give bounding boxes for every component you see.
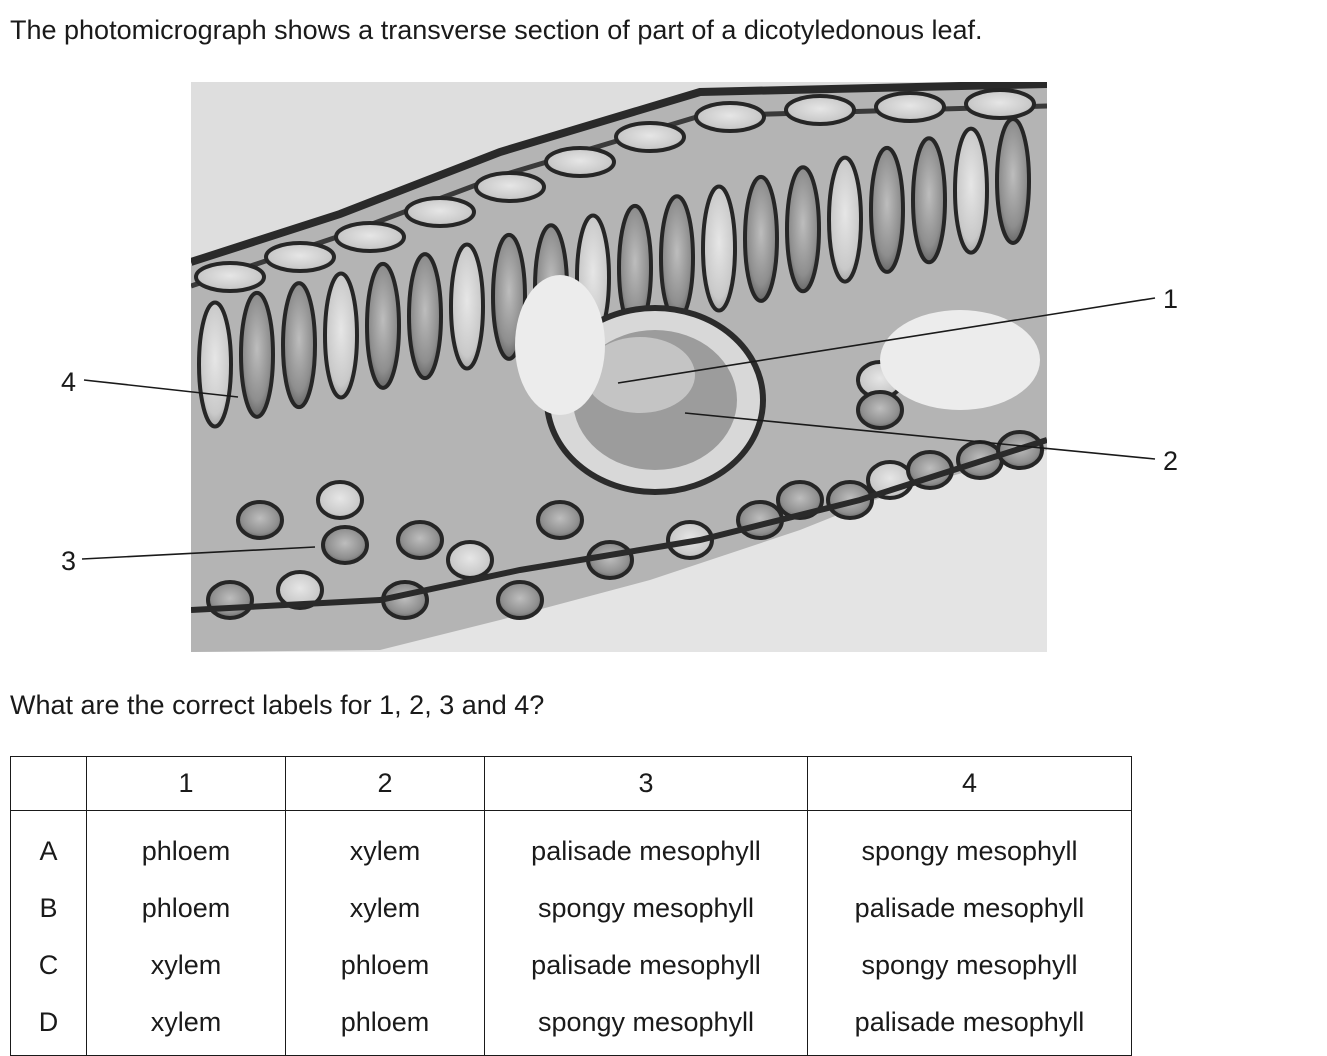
option-cell: palisade mesophyll [484,810,808,880]
intro-text: The photomicrograph shows a transverse s… [10,15,983,45]
leaf-cell [995,116,1031,245]
leaf-cell [953,126,989,255]
leaf-section-figure: 1 2 3 4 [61,82,1178,652]
option-cell: palisade mesophyll [807,880,1132,937]
callout-lines [81,297,1156,560]
leaf-cell [785,165,821,294]
option-cell: phloem [86,880,286,937]
leaf-cell [856,390,904,430]
option-key: D [10,994,87,1056]
option-cell: phloem [285,994,485,1056]
label-2: 2 [1163,446,1178,476]
leaf-cell [743,174,779,303]
leaf-cell [316,480,364,520]
option-cell: xylem [285,880,485,937]
leaf-cell [694,101,766,133]
leaf-cell [869,145,905,274]
option-key: B [10,880,87,937]
leaf-cell [276,570,324,610]
leaf-cell [446,540,494,580]
leaf-cell [194,261,266,293]
label-1: 1 [1163,284,1178,314]
leaf-cell [321,525,369,565]
leaf-cell [496,580,544,620]
option-cell: xylem [86,937,286,994]
leaf-cell [239,290,275,419]
option-row-c[interactable]: C xylem phloem palisade mesophyll spongy… [10,937,1132,994]
option-cell: spongy mesophyll [807,937,1132,994]
header-cell-3: 3 [484,756,808,811]
leaf-cell [206,580,254,620]
label-3: 3 [61,546,76,576]
answer-options-table: 1 2 3 4 A phloem xylem palisade mesophyl… [10,756,1132,1056]
option-cell: spongy mesophyll [484,994,808,1056]
option-row-d[interactable]: D xylem phloem spongy mesophyll palisade… [10,994,1132,1056]
leaf-cell [474,171,546,203]
header-cell-4: 4 [807,756,1132,811]
leaf-cell [404,196,476,228]
option-cell: xylem [86,994,286,1056]
leaf-cell [784,94,856,126]
option-key: A [10,810,87,880]
leaf-cell [197,300,233,429]
option-row-b[interactable]: B phloem xylem spongy mesophyll palisade… [10,880,1132,937]
option-cell: spongy mesophyll [807,810,1132,880]
leaf-cell [701,184,737,313]
leaf-cell [396,520,444,560]
option-cell: palisade mesophyll [484,937,808,994]
leaf-cell [281,281,317,410]
leaf-cell [827,155,863,284]
header-cell-key [10,756,87,811]
leaf-cell [536,500,584,540]
photomicrograph [191,82,1047,652]
leaf-cell [334,221,406,253]
option-cell: palisade mesophyll [807,994,1132,1056]
option-cell: spongy mesophyll [484,880,808,937]
option-key: C [10,937,87,994]
option-cell: phloem [285,937,485,994]
leaf-cell [365,261,401,390]
leaf-cell [964,88,1036,120]
leaf-cell [264,241,336,273]
header-cell-2: 2 [285,756,485,811]
leaf-cell [323,271,359,400]
option-row-a[interactable]: A phloem xylem palisade mesophyll spongy… [10,810,1132,880]
header-cell-1: 1 [86,756,286,811]
leaf-cell [544,146,616,178]
table-header-row: 1 2 3 4 [10,756,1132,811]
option-cell: xylem [285,810,485,880]
leaf-cell [407,252,443,381]
option-cell: phloem [86,810,286,880]
leaf-cell [911,136,947,265]
question-text: What are the correct labels for 1, 2, 3 … [10,690,545,720]
leaf-cell [659,194,695,323]
label-4: 4 [61,367,76,397]
leaf-cell [874,91,946,123]
leaf-cell [236,500,284,540]
leaf-cell [449,242,485,371]
leaf-cell [614,121,686,153]
